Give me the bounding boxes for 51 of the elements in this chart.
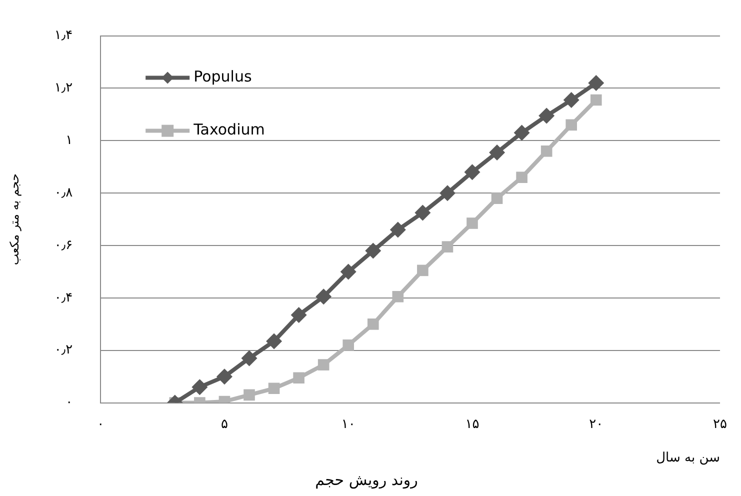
point xyxy=(566,119,578,131)
point xyxy=(491,192,503,204)
x-tick-label: ١٠ xyxy=(341,416,356,432)
point xyxy=(538,108,555,124)
y-tick-label: ٠٫۴ xyxy=(54,290,73,306)
y-tick-label: ٠٫۶ xyxy=(54,238,73,253)
legend-label: Populus xyxy=(194,68,252,86)
point xyxy=(241,350,258,366)
text: روند رویش حجم xyxy=(315,470,418,489)
point xyxy=(266,333,282,350)
y-tick-label: ٠٫٢ xyxy=(54,342,73,358)
point xyxy=(290,306,307,323)
x-axis-title: سن به سال xyxy=(656,450,720,466)
y-tick-label: ٠ xyxy=(66,395,73,410)
point xyxy=(563,92,580,108)
point xyxy=(588,74,604,91)
point xyxy=(489,144,506,160)
y-tick-label: ١ xyxy=(66,133,73,148)
point xyxy=(365,242,382,259)
x-tick-label: ١۵ xyxy=(465,416,480,432)
x-tick-label: ٢۵ xyxy=(713,416,728,432)
point xyxy=(442,241,454,252)
point xyxy=(293,372,304,384)
y-axis-title: حجم به متر مکعب xyxy=(7,173,22,266)
x-tick-label: ٠ xyxy=(97,416,104,432)
x-tick-label: ٢٠ xyxy=(589,416,604,432)
legend-label: Taxodium xyxy=(192,120,265,139)
point xyxy=(417,264,428,276)
point xyxy=(340,264,356,280)
point xyxy=(342,339,354,351)
point xyxy=(540,145,552,157)
point xyxy=(192,379,208,396)
y-tick-label: ١٫٢ xyxy=(54,80,73,96)
point xyxy=(516,172,528,184)
point xyxy=(367,318,379,330)
point xyxy=(318,359,330,370)
point xyxy=(392,290,404,302)
y-tick-label: ١٫۴ xyxy=(54,28,73,44)
y-tick-label: ٠٫٨ xyxy=(54,185,73,200)
x-tick-label: ۵ xyxy=(220,416,228,432)
point xyxy=(590,94,602,106)
point xyxy=(268,382,280,394)
point xyxy=(439,185,456,202)
point xyxy=(316,288,332,305)
point xyxy=(390,222,406,238)
point xyxy=(464,164,480,180)
point xyxy=(514,124,530,141)
point xyxy=(414,204,431,221)
point xyxy=(466,218,478,229)
point xyxy=(244,389,255,401)
point xyxy=(216,368,232,385)
